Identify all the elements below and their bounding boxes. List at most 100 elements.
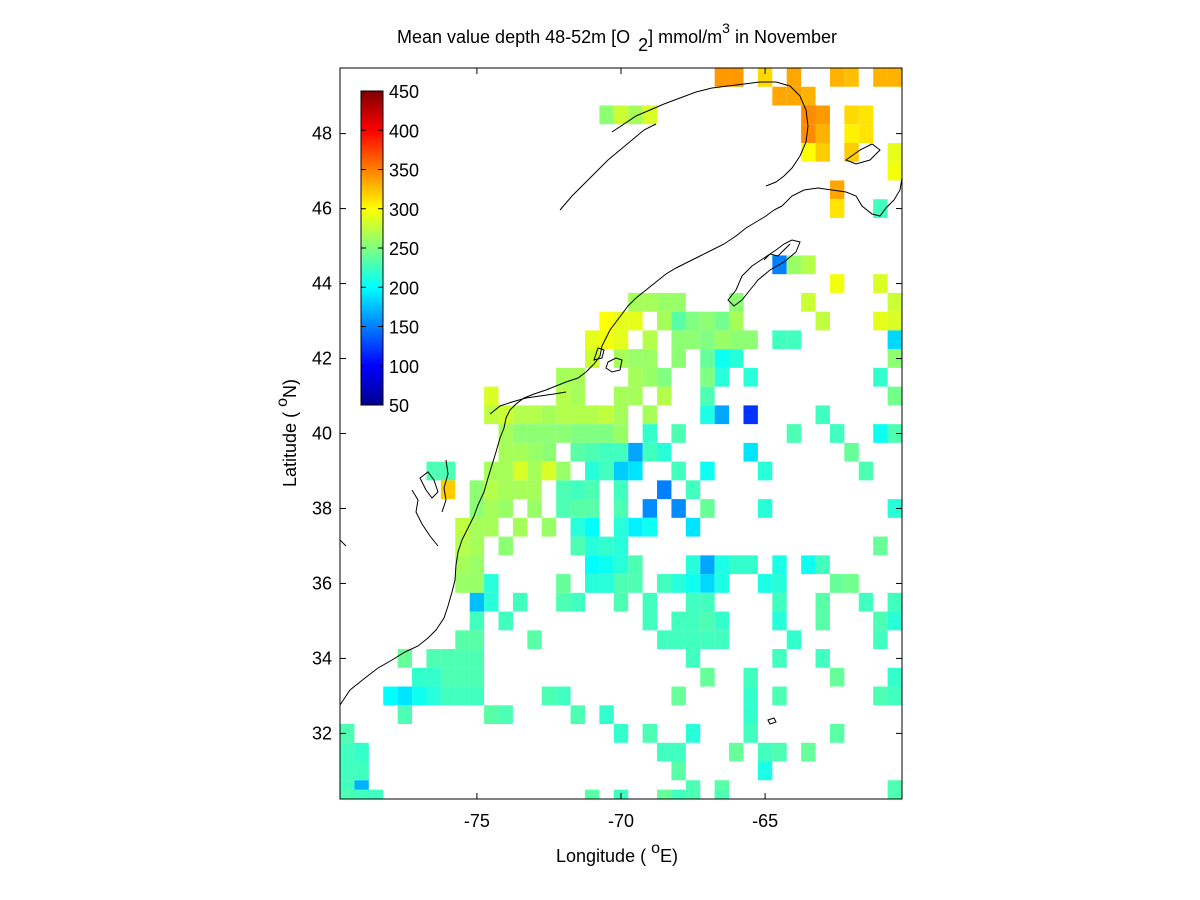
heatmap-cell xyxy=(469,517,485,537)
heatmap-cell xyxy=(786,255,802,275)
heatmap-cell xyxy=(743,724,758,743)
heatmap-cell xyxy=(584,789,600,799)
heatmap-cell xyxy=(743,705,758,725)
heatmap-cell xyxy=(599,536,614,556)
heatmap-cell xyxy=(584,349,600,368)
heatmap-cell xyxy=(801,86,816,106)
heatmap-cell xyxy=(714,789,730,799)
heatmap-cell xyxy=(887,499,902,518)
heatmap-cell xyxy=(599,442,614,462)
heatmap-cell xyxy=(829,274,845,293)
heatmap-cell xyxy=(527,630,542,650)
heatmap-cell xyxy=(729,742,744,762)
heatmap-cell xyxy=(628,574,643,593)
colorbar-tick-label: 450 xyxy=(389,82,419,102)
heatmap-cell xyxy=(613,424,629,443)
heatmap-cell xyxy=(397,705,413,725)
heatmap-cell xyxy=(628,105,643,125)
heatmap-cell xyxy=(801,142,816,162)
heatmap-cell xyxy=(700,555,715,575)
heatmap-cell xyxy=(556,461,571,481)
heatmap-cell xyxy=(556,405,571,425)
heatmap-cell xyxy=(700,405,715,425)
heatmap-cell xyxy=(844,68,859,87)
heatmap-cell xyxy=(498,499,513,518)
heatmap-cell xyxy=(700,461,715,481)
heatmap-cell xyxy=(685,311,701,331)
heatmap-cell xyxy=(484,705,499,725)
heatmap-cell xyxy=(671,686,686,706)
heatmap-cell xyxy=(743,367,758,387)
heatmap-cell xyxy=(628,442,643,462)
heatmap-cell xyxy=(657,742,672,762)
heatmap-cell xyxy=(642,442,658,462)
heatmap-cell xyxy=(743,555,758,575)
heatmap-cell xyxy=(685,574,701,593)
heatmap-cell xyxy=(613,480,629,500)
heatmap-cell xyxy=(757,742,773,762)
heatmap-cell xyxy=(599,405,614,425)
heatmap-cell xyxy=(584,461,600,481)
heatmap-cell xyxy=(584,536,600,556)
heatmap-cell xyxy=(469,667,485,687)
heatmap-cell xyxy=(772,742,787,762)
heatmap-cell xyxy=(527,424,542,443)
heatmap-cell xyxy=(426,461,441,481)
heatmap-cell xyxy=(613,105,629,125)
heatmap-cell xyxy=(786,424,802,443)
heatmap-cell xyxy=(844,105,859,125)
x-tick-label: -70 xyxy=(608,811,634,831)
heatmap-cell xyxy=(570,499,585,518)
heatmap-cell xyxy=(527,499,542,518)
heatmap-cell xyxy=(541,405,557,425)
heatmap-cell xyxy=(613,330,629,350)
heatmap-cell xyxy=(455,667,470,687)
heatmap-cell xyxy=(743,686,758,706)
heatmap-cell xyxy=(498,536,513,556)
heatmap-cell xyxy=(801,742,816,762)
colorbar-tick-label: 50 xyxy=(389,396,409,416)
heatmap-cell xyxy=(642,724,658,743)
heatmap-cell xyxy=(527,461,542,481)
heatmap-cell xyxy=(613,574,629,593)
y-tick-label: 32 xyxy=(312,723,332,743)
heatmap-cell xyxy=(469,592,485,612)
heatmap-cell xyxy=(815,405,830,425)
heatmap-cell xyxy=(772,330,787,350)
heatmap-cell xyxy=(873,274,888,293)
heatmap-cell xyxy=(455,649,470,668)
heatmap-cell xyxy=(887,68,902,87)
heatmap-cell xyxy=(887,424,902,443)
heatmap-cell xyxy=(729,330,744,350)
heatmap-cell xyxy=(887,592,902,612)
heatmap-cell xyxy=(354,742,369,762)
heatmap-cell xyxy=(786,330,802,350)
heatmap-cell xyxy=(570,536,585,556)
y-tick-label: 42 xyxy=(312,349,332,369)
heatmap-cell xyxy=(786,630,802,650)
heatmap-cell xyxy=(844,124,859,143)
heatmap-cell xyxy=(570,442,585,462)
heatmap-cell xyxy=(527,405,542,425)
heatmap-cell xyxy=(556,367,571,387)
heatmap-cell xyxy=(887,349,902,368)
heatmap-cell xyxy=(815,311,830,331)
x-axis: -75 -70 -65 xyxy=(464,68,778,831)
heatmap-cell xyxy=(815,649,830,668)
heatmap-cell xyxy=(700,330,715,350)
heatmap-cell xyxy=(714,630,730,650)
heatmap-cell xyxy=(628,292,643,312)
heatmap-cell xyxy=(657,574,672,593)
heatmap-cell xyxy=(642,405,658,425)
colorbar-tick-label: 100 xyxy=(389,357,419,377)
heatmap-cell xyxy=(714,330,730,350)
heatmap-cell xyxy=(815,105,830,125)
heatmap-cell xyxy=(340,742,355,762)
heatmap-cell xyxy=(642,424,658,443)
heatmap-cell xyxy=(873,311,888,331)
heatmap-cell xyxy=(426,686,441,706)
heatmap-cell xyxy=(671,761,686,781)
heatmap-cell xyxy=(570,386,585,406)
heatmap-cell xyxy=(657,311,672,331)
colorbar-ticks: 50 100 150 200 250 300 350 400 450 xyxy=(361,82,419,416)
